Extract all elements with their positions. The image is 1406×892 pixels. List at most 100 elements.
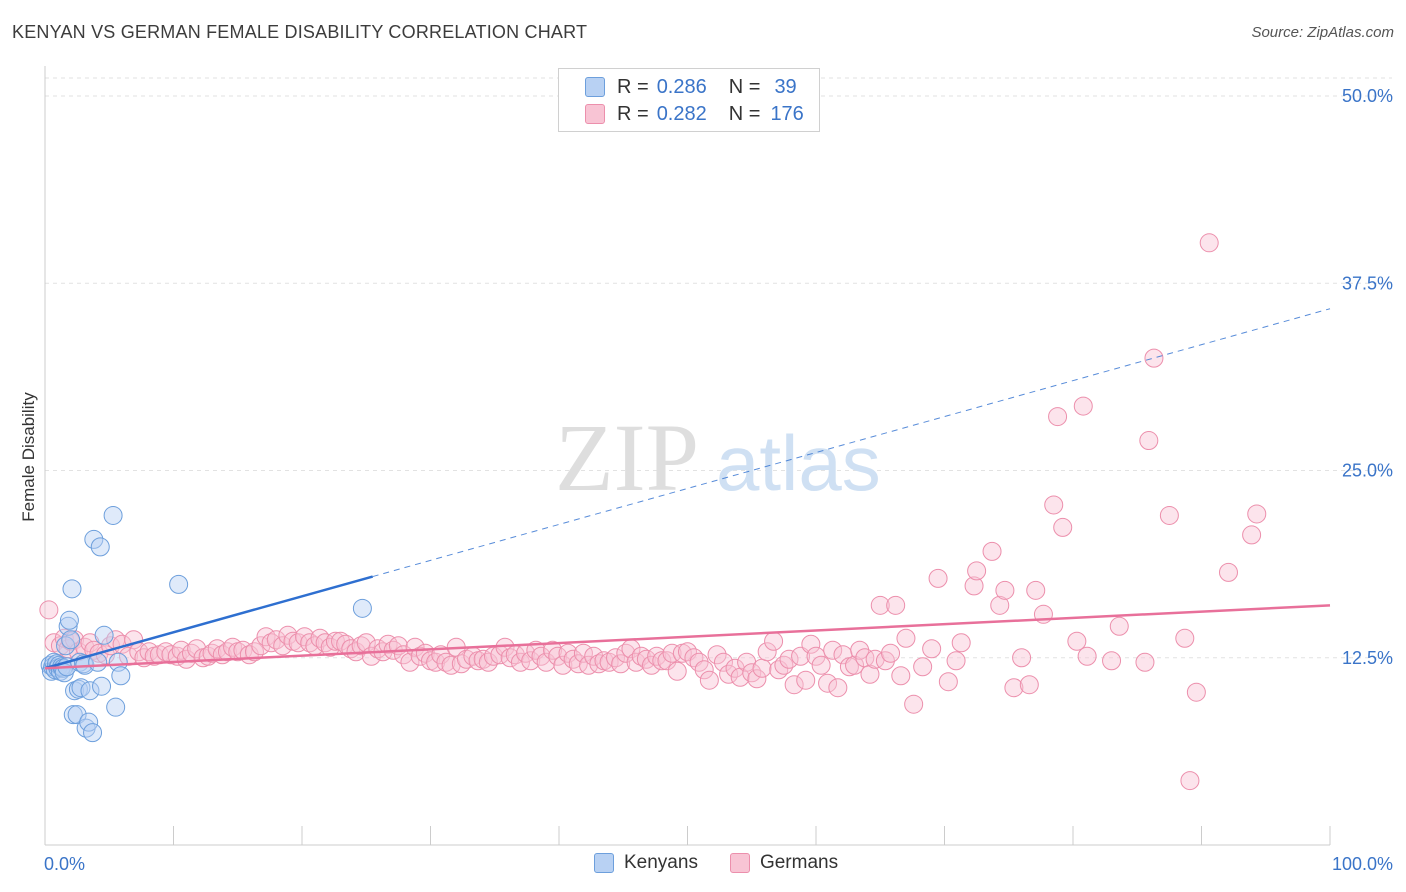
german-point — [946, 651, 966, 671]
german-point — [1019, 675, 1039, 695]
german-point — [553, 655, 573, 675]
german-point — [801, 634, 821, 654]
german-point — [964, 576, 984, 596]
kenyan-trendline — [44, 575, 374, 670]
german-point — [1109, 616, 1129, 636]
german-point — [400, 652, 420, 672]
german-point — [273, 636, 293, 656]
german-point — [521, 651, 541, 671]
german-point — [990, 595, 1010, 615]
german-point — [752, 658, 772, 678]
legend-item-germans[interactable]: Germans — [729, 852, 839, 874]
r-label: R = — [617, 75, 649, 98]
german-point — [1242, 525, 1262, 545]
n-label: N = — [728, 102, 761, 125]
german-point — [896, 628, 916, 648]
german-point — [1247, 504, 1267, 524]
german-point — [774, 655, 794, 675]
german-point — [1048, 407, 1068, 427]
kenyan-point — [61, 630, 81, 650]
y-tick-label: 25.0% — [1342, 461, 1393, 481]
german-point — [823, 640, 843, 660]
trendlines — [44, 308, 1331, 670]
german-point — [261, 633, 281, 653]
german-point — [1199, 233, 1219, 253]
kenyan-point — [111, 666, 131, 686]
german-point — [1067, 631, 1087, 651]
german-point — [320, 637, 340, 657]
german-point — [860, 664, 880, 684]
stats-legend: R = 0.286 N = 39 R = 0.282 N = 176 — [558, 68, 820, 132]
german-point — [1073, 396, 1093, 416]
german-point — [982, 541, 1002, 561]
german-point — [779, 649, 799, 669]
german-point — [378, 634, 398, 654]
germans-legend-label: Germans — [759, 852, 839, 873]
german-point — [699, 670, 719, 690]
kenyan-point — [59, 610, 79, 630]
german-point — [806, 646, 826, 666]
german-point — [176, 649, 196, 669]
german-point — [922, 639, 942, 659]
n-value: 176 — [770, 102, 804, 125]
kenyan-point — [84, 529, 104, 549]
r-value: 0.286 — [656, 75, 707, 98]
kenyan-points — [40, 505, 372, 743]
kenyan-point — [169, 574, 189, 594]
german-point — [589, 654, 609, 674]
german-point — [886, 595, 906, 615]
german-point — [828, 678, 848, 698]
german-point — [845, 655, 865, 675]
kenyan-point — [94, 625, 114, 645]
german-point — [1175, 628, 1195, 648]
watermark-zip: ZIP — [555, 404, 699, 511]
kenyan-point — [103, 505, 123, 525]
germans-legend-swatch — [729, 853, 750, 873]
n-label: N = — [728, 75, 761, 98]
german-point — [757, 642, 777, 662]
legend-row-germans: R = 0.282 N = 176 — [585, 102, 804, 126]
german-point — [1077, 646, 1097, 666]
german-point — [405, 637, 425, 657]
german-point — [1180, 771, 1200, 791]
german-point — [928, 568, 948, 588]
german-point — [351, 636, 371, 656]
german-point — [331, 631, 351, 651]
german-point — [747, 669, 767, 689]
german-point — [478, 652, 498, 672]
kenyan-point — [56, 636, 76, 656]
german-point — [300, 633, 320, 653]
kenyan-trendline-extension — [372, 308, 1331, 578]
legend-row-kenyans: R = 0.286 N = 39 — [585, 75, 797, 99]
y-tick-label: 50.0% — [1342, 86, 1393, 106]
german-point — [891, 666, 911, 686]
german-point — [579, 655, 599, 675]
german-point — [536, 652, 556, 672]
germans-swatch — [585, 104, 605, 124]
german-point — [1004, 678, 1024, 698]
y-tick-label: 12.5% — [1342, 648, 1393, 668]
kenyan-point — [83, 723, 103, 743]
kenyan-point — [352, 598, 372, 618]
german-point — [995, 580, 1015, 600]
german-point — [161, 645, 181, 665]
german-point — [543, 640, 563, 660]
german-point — [742, 663, 762, 683]
source-label: Source: ZipAtlas.com — [1251, 24, 1394, 41]
german-point — [510, 652, 530, 672]
german-point — [558, 643, 578, 663]
watermark: ZIP atlas — [555, 404, 881, 511]
tick-labels: 12.5% 25.0% 37.5% 50.0% 0.0% 100.0% — [44, 86, 1393, 874]
kenyan-point — [80, 681, 100, 701]
legend-item-kenyans[interactable]: Kenyans — [594, 852, 698, 874]
x-tick-label-min: 0.0% — [44, 854, 85, 874]
german-point — [881, 643, 901, 663]
y-tick-label: 37.5% — [1342, 273, 1393, 293]
kenyan-point — [106, 697, 126, 717]
german-point — [1135, 652, 1155, 672]
german-point — [642, 655, 662, 675]
kenyan-point — [79, 712, 99, 732]
grid — [45, 77, 1392, 659]
german-point — [796, 670, 816, 690]
